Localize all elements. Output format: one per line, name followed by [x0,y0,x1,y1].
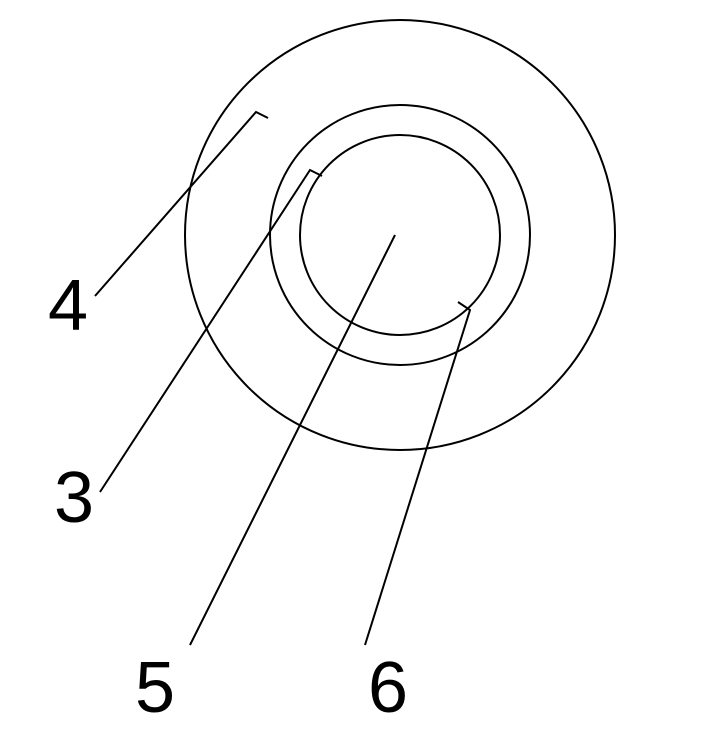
labels: 4 3 5 6 [48,266,408,728]
leader-4 [95,112,268,296]
leader-3 [100,170,322,492]
leader-lines [95,112,470,645]
label-5: 5 [135,648,175,728]
diagram-canvas: 4 3 5 6 [0,0,711,747]
label-6: 6 [368,648,408,728]
middle-circle [270,105,530,365]
inner-circle [300,135,500,335]
leader-5 [190,235,395,645]
label-3: 3 [54,458,94,538]
outer-circle [185,20,615,450]
concentric-circles [185,20,615,450]
label-4: 4 [48,266,88,346]
